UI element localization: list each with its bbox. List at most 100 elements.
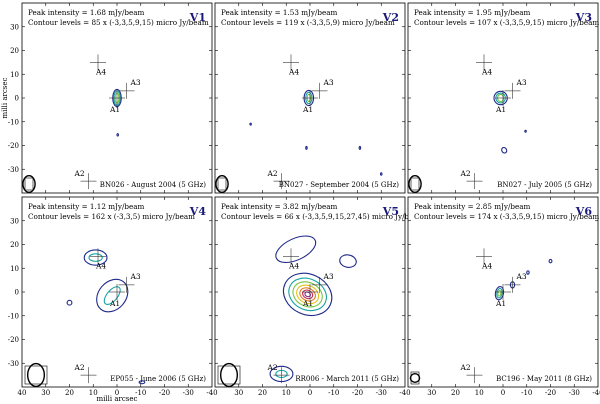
panel-v6: A1 A2 A3 A4 Peak intensity = 2.85 mJy/beamCo… <box>407 196 600 397</box>
beam-box <box>217 365 241 385</box>
peak-intensity: Peak intensity = 1.53 mJy/beam <box>221 8 338 17</box>
component-label-a4: A4 <box>481 261 492 270</box>
contour <box>116 133 119 137</box>
component-label-a4: A4 <box>288 261 299 270</box>
beam-ellipse <box>26 362 46 388</box>
panel-v3: A1 A2 A3 A4 Peak intensity = 1.95 mJy/beamCo… <box>407 2 599 194</box>
component-label-a2: A2 <box>267 169 278 178</box>
contour-levels: Contour levels = 107 x (-3,3,5,9,15) mic… <box>414 18 599 27</box>
component-label-a3: A3 <box>130 272 141 281</box>
x-tick-label: -40 <box>206 389 217 397</box>
observation-label: BN026 - August 2004 (5 GHz) <box>100 181 206 189</box>
y-tick-label: 30 <box>10 217 19 225</box>
panel-id: V3 <box>575 11 592 24</box>
component-label-a1: A1 <box>495 299 506 308</box>
y-tick-label: -30 <box>8 166 19 174</box>
x-tick-label: 10 <box>282 389 291 397</box>
contour-levels: Contour levels = 174 x (-3,3,5,9,15) mic… <box>414 212 599 221</box>
component-label-a4: A4 <box>95 261 106 270</box>
x-tick-label: 0 <box>501 389 505 397</box>
component-label-a3: A3 <box>130 78 141 87</box>
observation-label: BN027 - September 2004 (5 GHz) <box>279 181 399 189</box>
beam-ellipse <box>408 174 422 194</box>
contour <box>497 289 502 297</box>
panel-id: V6 <box>575 205 593 218</box>
contour <box>292 281 323 308</box>
contour <box>548 258 553 264</box>
contour <box>275 235 317 264</box>
component-label-a2: A2 <box>267 363 278 372</box>
beam-ellipse <box>219 362 239 388</box>
observation-label: RR006 - March 2011 (5 GHz) <box>295 375 399 383</box>
x-tick-label: 20 <box>451 389 460 397</box>
contour <box>66 299 73 306</box>
contour <box>524 129 527 133</box>
x-tick-label: 10 <box>475 389 484 397</box>
x-tick-label: 20 <box>65 389 74 397</box>
x-tick-label: -20 <box>545 389 556 397</box>
component-label-a3: A3 <box>323 78 334 87</box>
panel-id: V1 <box>189 11 206 24</box>
observation-label: BC196 - May 2011 (8 GHz) <box>496 375 592 383</box>
contour <box>305 145 308 150</box>
x-tick-label: -20 <box>159 389 170 397</box>
x-tick-label: 20 <box>258 389 267 397</box>
contour-levels: Contour levels = 162 x (-3,3,5) micro Jy… <box>28 212 195 221</box>
component-label-a2: A2 <box>460 169 471 178</box>
x-tick-label: 0 <box>115 389 119 397</box>
beam-ellipse <box>409 373 421 383</box>
x-tick-label: -30 <box>183 389 194 397</box>
y-tick-label: 10 <box>10 71 19 79</box>
component-label-a2: A2 <box>74 169 85 178</box>
x-tick-label: -30 <box>376 389 387 397</box>
peak-intensity: Peak intensity = 1.95 mJy/beam <box>414 8 531 17</box>
component-label-a1: A1 <box>495 105 506 114</box>
contour <box>96 278 129 313</box>
peak-intensity: Peak intensity = 1.12 mJy/beam <box>28 202 145 211</box>
y-tick-label: -20 <box>8 336 19 344</box>
y-tick-label: 20 <box>10 241 19 249</box>
panel-v5: A1 A2 A3 A4 Peak intensity = 3.82 mJy/beamCo… <box>214 196 425 397</box>
x-tick-label: -10 <box>521 389 532 397</box>
contour <box>88 253 103 262</box>
component-label-a4: A4 <box>288 67 299 76</box>
beam-ellipse <box>215 174 229 194</box>
contour <box>379 172 383 176</box>
contour <box>526 270 530 275</box>
contour <box>494 286 505 301</box>
y-tick-label: -20 <box>8 142 19 150</box>
contour <box>83 249 108 266</box>
x-tick-label: 30 <box>427 389 436 397</box>
y-tick-label: 30 <box>10 23 19 31</box>
axes-layer: milli arcsec milli arcsec <box>1 77 138 403</box>
component-label-a3: A3 <box>516 272 527 281</box>
contour-levels: Contour levels = 85 x (-3,3,5,9,15) micr… <box>28 18 209 27</box>
beam-box <box>24 365 48 385</box>
x-tick-label: -10 <box>135 389 146 397</box>
panel-id: V2 <box>382 11 399 24</box>
panel-v4: A1 A2 A3 A4 Peak intensity = 1.12 mJy/beamCo… <box>8 196 218 397</box>
observation-label: BN027 - July 2005 (5 GHz) <box>497 181 592 189</box>
component-label-a3: A3 <box>516 78 527 87</box>
peak-intensity: Peak intensity = 1.68 mJy/beam <box>28 8 145 17</box>
contour-levels: Contour levels = 66 x (-3,3,5,9,15,27,45… <box>221 212 425 221</box>
x-tick-label: -40 <box>592 389 600 397</box>
panel-id: V5 <box>382 205 399 218</box>
beam-box <box>410 177 420 191</box>
component-label-a1: A1 <box>109 299 120 308</box>
x-tick-label: 0 <box>308 389 312 397</box>
y-tick-label: 0 <box>15 95 19 103</box>
panel-v1: A1 A2 A3 A4 Peak intensity = 1.68 mJy/beamCo… <box>8 2 213 194</box>
y-tick-label: 10 <box>10 265 19 273</box>
contour-group <box>66 249 146 385</box>
x-tick-label: -40 <box>399 389 410 397</box>
y-tick-label: -30 <box>8 360 19 368</box>
component-label-a1: A1 <box>109 105 120 114</box>
contour <box>249 122 252 126</box>
observation-label: EP055 - June 2006 (5 GHz) <box>110 375 206 383</box>
panel-v2: A1 A2 A3 A4 Peak intensity = 1.53 mJy/beamCo… <box>214 2 406 194</box>
contour <box>288 277 327 312</box>
component-label-a2: A2 <box>460 363 471 372</box>
